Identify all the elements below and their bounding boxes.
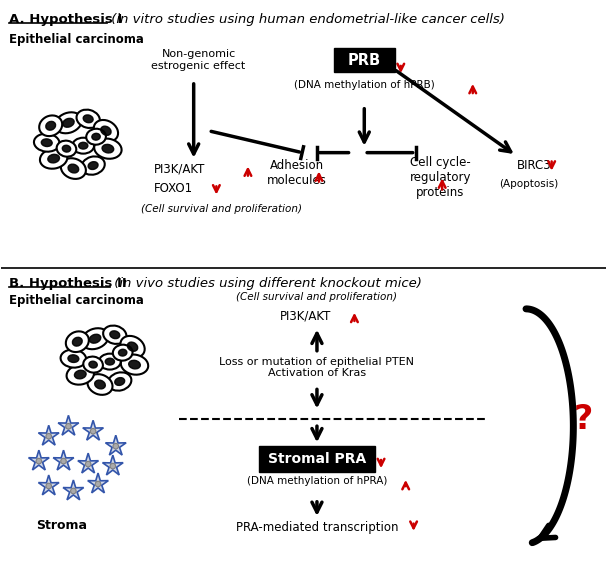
Polygon shape [39, 475, 59, 495]
Text: Loss or mutation of epithelial PTEN
Activation of Kras: Loss or mutation of epithelial PTEN Acti… [219, 357, 414, 378]
Ellipse shape [118, 349, 127, 356]
Ellipse shape [67, 364, 94, 385]
Polygon shape [63, 480, 84, 500]
Ellipse shape [55, 112, 82, 133]
Circle shape [61, 458, 66, 464]
Ellipse shape [88, 374, 113, 395]
Text: B. Hypothesis II: B. Hypothesis II [9, 277, 127, 290]
Text: BIRC3: BIRC3 [517, 159, 552, 172]
Polygon shape [102, 455, 123, 475]
Text: Epithelial carcinoma: Epithelial carcinoma [9, 33, 144, 46]
Ellipse shape [102, 145, 114, 153]
Circle shape [113, 444, 118, 449]
Ellipse shape [82, 157, 105, 175]
Ellipse shape [61, 158, 86, 179]
Text: ?: ? [574, 403, 593, 436]
Polygon shape [39, 425, 59, 445]
Text: A. Hypothesis I: A. Hypothesis I [9, 14, 123, 27]
Ellipse shape [66, 332, 89, 352]
Ellipse shape [63, 118, 74, 127]
Circle shape [46, 483, 51, 489]
Ellipse shape [68, 164, 78, 173]
Text: Adhesion
molecules: Adhesion molecules [267, 159, 327, 186]
Ellipse shape [39, 115, 62, 136]
Ellipse shape [101, 126, 111, 136]
Ellipse shape [82, 328, 109, 349]
Ellipse shape [78, 142, 88, 149]
Ellipse shape [128, 342, 138, 351]
FancyBboxPatch shape [333, 48, 395, 72]
Ellipse shape [61, 350, 86, 368]
Ellipse shape [94, 120, 118, 141]
Text: FOXO1: FOXO1 [154, 182, 193, 195]
Ellipse shape [121, 354, 148, 375]
Text: PRB: PRB [348, 53, 381, 68]
Circle shape [85, 461, 91, 467]
Polygon shape [88, 473, 109, 493]
Ellipse shape [34, 134, 59, 151]
Text: (DNA methylation of hPRB): (DNA methylation of hPRB) [294, 80, 435, 90]
Circle shape [90, 428, 96, 434]
Ellipse shape [74, 370, 86, 379]
Ellipse shape [86, 129, 106, 145]
Circle shape [95, 481, 101, 487]
Polygon shape [53, 450, 74, 470]
Ellipse shape [83, 357, 103, 373]
Ellipse shape [83, 115, 93, 123]
Ellipse shape [113, 345, 132, 360]
Ellipse shape [94, 380, 105, 389]
Ellipse shape [120, 336, 145, 358]
Ellipse shape [89, 361, 97, 368]
Ellipse shape [105, 358, 115, 365]
Ellipse shape [103, 325, 126, 344]
Ellipse shape [99, 354, 121, 370]
Ellipse shape [88, 162, 98, 169]
Polygon shape [105, 435, 126, 455]
Polygon shape [83, 420, 104, 440]
Circle shape [66, 424, 71, 429]
Text: (Cell survival and proliferation): (Cell survival and proliferation) [142, 205, 302, 214]
Ellipse shape [110, 331, 120, 338]
Ellipse shape [72, 337, 82, 346]
FancyBboxPatch shape [259, 446, 375, 472]
Polygon shape [58, 415, 78, 435]
Text: Stromal PRA: Stromal PRA [268, 452, 366, 466]
Polygon shape [78, 453, 99, 473]
Text: Non-genomic
estrogenic effect: Non-genomic estrogenic effect [151, 49, 246, 71]
Text: (in vivo studies using different knockout mice): (in vivo studies using different knockou… [110, 277, 422, 290]
Text: Cell cycle-
regulatory
proteins: Cell cycle- regulatory proteins [409, 155, 471, 199]
Circle shape [36, 458, 42, 464]
Ellipse shape [115, 377, 124, 385]
Ellipse shape [92, 133, 101, 140]
Polygon shape [29, 450, 49, 470]
Ellipse shape [108, 372, 131, 390]
Ellipse shape [46, 121, 56, 130]
Ellipse shape [40, 149, 67, 169]
Circle shape [110, 463, 116, 469]
Text: (in vitro studies using human endometrial-like cancer cells): (in vitro studies using human endometria… [107, 14, 504, 27]
Circle shape [46, 433, 51, 439]
Ellipse shape [68, 355, 79, 362]
Text: (DNA methylation of hPRA): (DNA methylation of hPRA) [247, 476, 387, 486]
Ellipse shape [129, 360, 140, 369]
Ellipse shape [77, 110, 100, 128]
Text: PI3K/AKT: PI3K/AKT [154, 163, 205, 176]
Text: Stroma: Stroma [36, 519, 87, 532]
Ellipse shape [56, 141, 76, 157]
Ellipse shape [89, 334, 101, 343]
Ellipse shape [63, 145, 70, 152]
Ellipse shape [72, 138, 94, 154]
Text: Epithelial carcinoma: Epithelial carcinoma [9, 294, 144, 307]
Text: PI3K/AKT: PI3K/AKT [280, 310, 331, 323]
Text: PRA-mediated transcription: PRA-mediated transcription [236, 521, 398, 534]
Text: (Cell survival and proliferation): (Cell survival and proliferation) [237, 292, 397, 302]
Text: (Apoptosis): (Apoptosis) [500, 179, 558, 189]
Ellipse shape [48, 154, 59, 163]
Ellipse shape [41, 139, 52, 146]
Ellipse shape [94, 138, 121, 159]
Circle shape [70, 488, 76, 494]
